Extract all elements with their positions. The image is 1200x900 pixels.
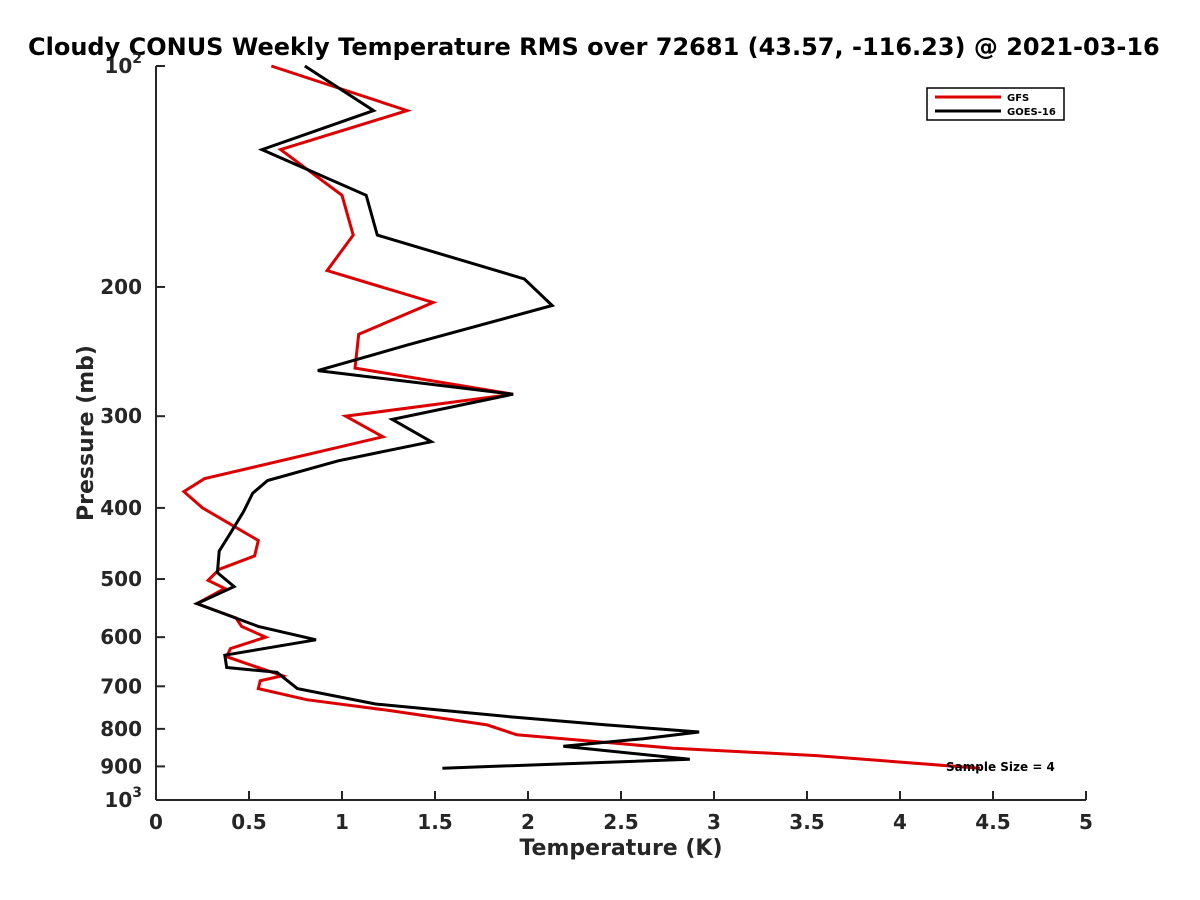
legend-label: GOES-16	[1007, 107, 1056, 118]
y-tick-label: 700	[100, 674, 142, 698]
x-tick-label: 3	[707, 810, 721, 834]
y-axis-label: Pressure (mb)	[74, 345, 99, 521]
x-tick-label: 5	[1079, 810, 1093, 834]
legend-label: GFS	[1007, 93, 1029, 104]
x-tick-label: 1.5	[417, 810, 452, 834]
axes-layer: 0 0.5 1 1.5 2 2.5 3 3.5 4 4.5 5 102 200 300 400 500 600 7…	[100, 51, 1093, 834]
legend: GFS GOES-16	[926, 87, 1065, 121]
x-tick-label: 0	[149, 810, 163, 834]
y-tick-label: 102	[104, 51, 142, 78]
x-tick-label: 1	[335, 810, 349, 834]
x-tick-label: 2	[521, 810, 535, 834]
series-line-gfs	[181, 64, 981, 770]
y-tick-label: 900	[100, 754, 142, 778]
plot-area	[156, 66, 1086, 800]
x-tick-label: 2.5	[603, 810, 638, 834]
y-tick-label: 600	[100, 625, 142, 649]
x-tick-label: 3.5	[789, 810, 824, 834]
x-axis-label: Temperature (K)	[519, 836, 722, 861]
chart-title: Cloudy CONUS Weekly Temperature RMS over…	[28, 33, 1160, 61]
series-layer	[181, 64, 981, 770]
y-tick-label: 800	[100, 717, 142, 741]
sample-size-annotation: Sample Size = 4	[946, 760, 1055, 774]
y-tick-label: 400	[100, 496, 142, 520]
x-tick-label: 4.5	[975, 810, 1010, 834]
y-tick-label: 200	[100, 275, 142, 299]
x-tick-label: 0.5	[231, 810, 266, 834]
legend-box	[926, 87, 1065, 121]
y-tick-label: 103	[104, 785, 142, 812]
x-tick-label: 4	[893, 810, 907, 834]
y-tick-label: 300	[100, 404, 142, 428]
y-tick-label: 500	[100, 567, 142, 591]
series-line-goes-16	[192, 64, 700, 770]
